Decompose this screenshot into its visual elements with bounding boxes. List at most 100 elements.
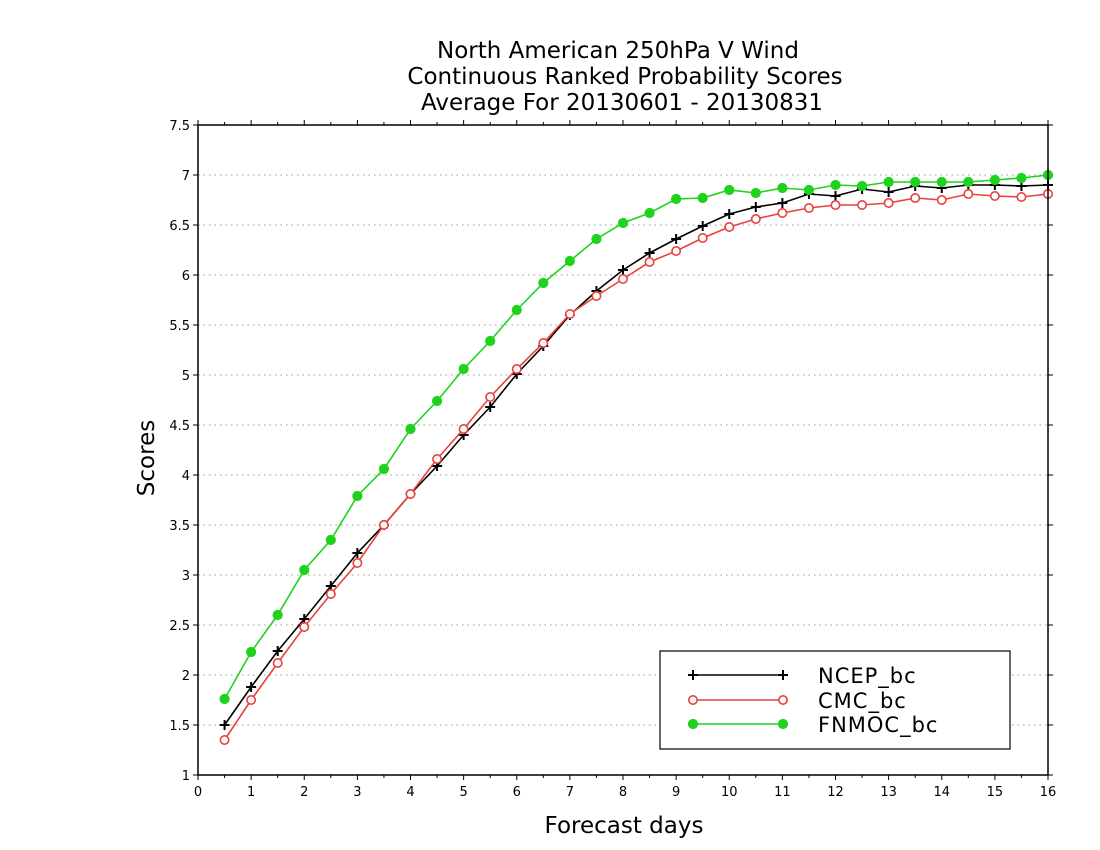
y-tick-label: 2 — [182, 669, 190, 684]
data-point — [830, 179, 841, 191]
data-point — [219, 720, 230, 730]
data-point — [352, 548, 363, 558]
x-tick-label: 7 — [566, 785, 574, 800]
data-point — [325, 588, 336, 599]
data-point — [830, 200, 841, 211]
x-tick-label: 3 — [353, 785, 361, 800]
legend-label: FNMOC_bc — [818, 713, 938, 738]
data-point — [378, 519, 389, 530]
data-point — [352, 490, 363, 502]
legend-item: NCEP_bc — [688, 664, 917, 689]
x-tick-label: 1 — [247, 785, 255, 800]
data-point — [246, 694, 257, 705]
y-tick-label: 7 — [182, 169, 190, 184]
data-point — [724, 209, 735, 219]
x-tick-label: 12 — [827, 785, 844, 800]
data-point — [352, 557, 363, 568]
y-tick-label: 4.5 — [169, 419, 190, 434]
x-tick-label: 10 — [721, 785, 738, 800]
data-point — [246, 682, 257, 692]
y-tick-label: 3.5 — [169, 519, 190, 534]
y-tick-label: 3 — [182, 569, 190, 584]
y-axis-ticks: 1 1.5 2 2.5 3 3.5 4 4.5 5 5.5 6 6.5 7 7.5 — [169, 119, 1053, 784]
data-point — [777, 198, 788, 208]
x-tick-label: 4 — [406, 785, 414, 800]
data-point — [618, 265, 628, 275]
data-point — [405, 488, 416, 499]
x-tick-label: 13 — [880, 785, 897, 800]
x-tick-label: 16 — [1040, 785, 1057, 800]
legend-marker — [687, 718, 699, 730]
data-point — [617, 217, 629, 229]
data-point — [431, 395, 443, 407]
data-point — [485, 402, 496, 412]
data-point — [219, 693, 230, 705]
data-point — [777, 182, 788, 194]
y-tick-label: 6.5 — [169, 219, 190, 234]
data-point — [750, 214, 761, 225]
data-point — [272, 609, 283, 621]
data-point — [803, 203, 814, 214]
data-point — [272, 657, 283, 668]
y-tick-label: 1 — [182, 769, 190, 784]
series-line — [223, 174, 1049, 700]
y-tick-label: 5.5 — [169, 319, 190, 334]
y-tick-label: 2.5 — [169, 619, 190, 634]
data-point — [538, 277, 549, 289]
x-tick-label: 9 — [672, 785, 680, 800]
y-tick-label: 5 — [182, 369, 190, 384]
data-point — [883, 176, 894, 188]
series-NCEP_bc — [219, 180, 1053, 730]
x-axis-label: Forecast days — [545, 813, 704, 839]
chart-title: North American 250hPa V Wind Continuous … — [407, 38, 842, 116]
y-tick-label: 6 — [182, 269, 190, 284]
y-tick-label: 4 — [182, 469, 190, 484]
title-line-2: Continuous Ranked Probability Scores — [407, 64, 842, 90]
legend-label: NCEP_bc — [818, 664, 917, 689]
data-point — [697, 221, 708, 231]
data-point — [936, 176, 947, 188]
grid-lines — [198, 174, 1048, 726]
data-point — [671, 234, 682, 244]
data-point — [219, 734, 230, 745]
data-point — [644, 207, 655, 219]
data-point — [511, 304, 522, 316]
x-tick-label: 11 — [774, 785, 791, 800]
x-tick-label: 14 — [933, 785, 950, 800]
data-point — [511, 363, 522, 374]
data-point — [246, 646, 257, 658]
x-tick-label: 0 — [194, 785, 202, 800]
data-point — [963, 189, 974, 200]
data-point — [750, 187, 761, 199]
data-point — [458, 423, 469, 434]
data-point — [485, 335, 496, 347]
x-tick-label: 5 — [459, 785, 467, 800]
legend-item: FNMOC_bc — [687, 713, 938, 738]
series-layer — [219, 169, 1054, 745]
data-point — [856, 180, 868, 192]
data-point — [936, 195, 947, 206]
data-point — [405, 423, 416, 435]
data-point — [671, 193, 682, 205]
data-point — [724, 184, 735, 196]
data-point — [325, 534, 336, 546]
series-FNMOC_bc — [219, 169, 1054, 705]
data-point — [883, 198, 894, 209]
data-point — [724, 222, 735, 233]
data-point — [910, 176, 921, 188]
data-point — [989, 191, 1000, 202]
data-point — [432, 453, 443, 464]
title-line-1: North American 250hPa V Wind — [437, 38, 799, 64]
legend-label: CMC_bc — [818, 689, 907, 714]
legend-marker — [687, 694, 698, 705]
data-point — [538, 337, 549, 348]
data-point — [299, 564, 310, 576]
data-point — [803, 184, 815, 196]
x-tick-label: 2 — [300, 785, 308, 800]
data-point — [697, 192, 708, 204]
data-point — [272, 646, 283, 656]
legend-marker — [777, 694, 788, 705]
plot-area-frame — [197, 124, 1049, 776]
y-tick-label: 7.5 — [169, 119, 190, 134]
